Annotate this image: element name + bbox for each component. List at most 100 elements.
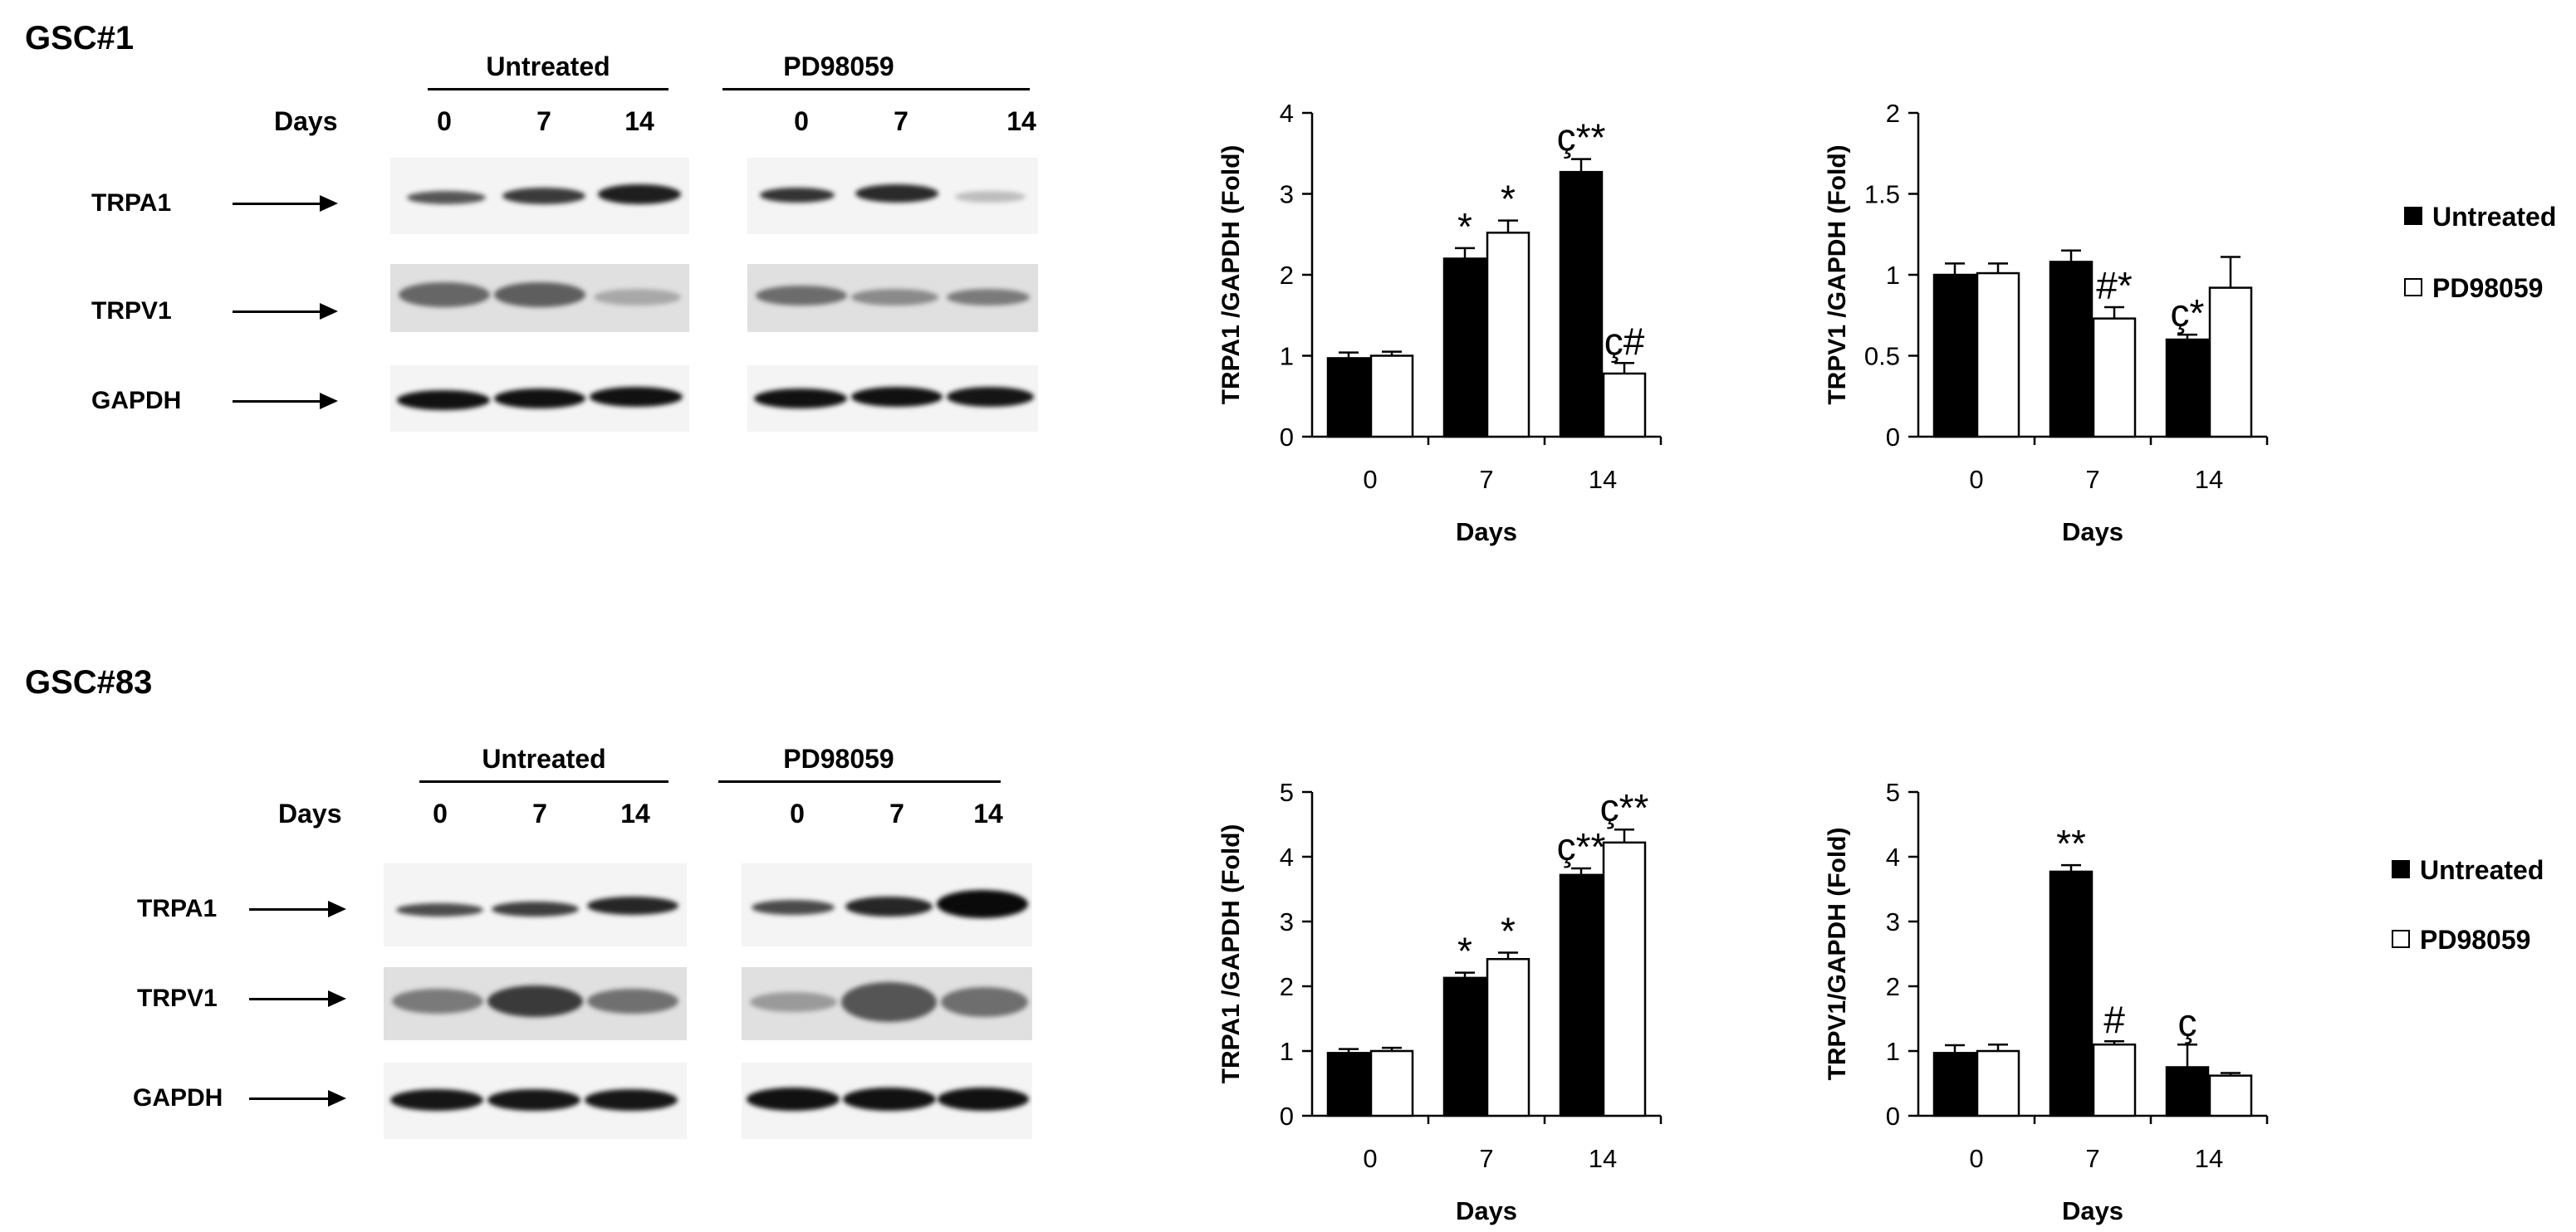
y-axis-label: TRPA1 /GAPDH (Fold) — [1217, 145, 1245, 405]
blot-image-trpv1-untreated — [384, 967, 687, 1040]
blot-image-gapdh-pd98059 — [747, 365, 1038, 432]
bar-pd98059 — [1369, 354, 1414, 438]
legend-swatch-white — [2392, 930, 2410, 948]
x-tick-label: 0 — [1363, 1144, 1377, 1173]
significance-marker: ç** — [1557, 825, 1606, 868]
x-tick-label: 14 — [1589, 1144, 1617, 1173]
day-label: 7 — [536, 106, 551, 136]
significance-marker: ç — [2178, 1001, 2197, 1044]
y-tick-label: 3 — [1886, 907, 1900, 936]
condition-label-untreated: Untreated — [482, 744, 606, 774]
day-label: 0 — [437, 106, 452, 136]
bar-untreated — [2049, 261, 2094, 438]
significance-marker: #* — [2096, 264, 2133, 307]
bar-pd98059 — [1976, 1049, 2020, 1117]
bar-pd98059 — [2092, 317, 2137, 438]
y-tick-label: 4 — [1280, 843, 1294, 872]
significance-marker: ç* — [2171, 291, 2205, 335]
x-tick-label: 0 — [1969, 465, 1983, 494]
protein-label-trpv1: TRPV1 — [137, 985, 218, 1012]
legend-swatch-white — [2404, 278, 2422, 296]
x-tick-label: 14 — [2195, 1144, 2223, 1173]
bar-pd98059 — [1369, 1049, 1414, 1117]
arrow-head-icon — [320, 393, 338, 409]
y-tick-label: 0 — [1280, 423, 1294, 452]
y-tick-label: 2 — [1886, 99, 1900, 128]
significance-marker: ç# — [1604, 320, 1645, 363]
bar-pd98059 — [1602, 372, 1647, 438]
y-tick-label: 1.5 — [1864, 180, 1900, 209]
arrow-icon — [233, 203, 320, 205]
significance-marker: # — [2103, 998, 2125, 1041]
blot-image-gapdh-untreated — [384, 1063, 687, 1139]
x-axis-label: Days — [2062, 517, 2123, 546]
arrow-icon — [233, 310, 320, 313]
protein-label-trpa1: TRPA1 — [137, 895, 218, 922]
bar-untreated — [1442, 976, 1487, 1117]
bar-untreated — [1326, 1052, 1371, 1117]
blot-image-trpv1-untreated — [390, 264, 689, 332]
y-tick-label: 1 — [1886, 261, 1900, 290]
significance-marker: ç** — [1557, 116, 1606, 159]
day-label: 14 — [1006, 106, 1036, 136]
y-tick-label: 4 — [1280, 99, 1294, 128]
bar-pd98059 — [1486, 232, 1530, 438]
bar-pd98059 — [2208, 286, 2253, 438]
day-label: 0 — [794, 106, 809, 136]
arrow-icon — [233, 400, 320, 403]
condition-label-untreated: Untreated — [486, 51, 610, 81]
day-label: 7 — [532, 799, 547, 829]
days-label: Days — [274, 106, 338, 136]
chart-trpv1-gsc83: 0 1 2 3 4 5 TRPV1/GAPDH (Fold) 0 7 14 ** # ç Days — [1824, 778, 2269, 1225]
protein-label-trpa1: TRPA1 — [91, 189, 172, 217]
bar-pd98059 — [2208, 1074, 2253, 1117]
blot-image-trpa1-pd98059 — [742, 863, 1032, 946]
condition-line — [718, 780, 1001, 783]
bar-untreated — [2049, 870, 2094, 1117]
bar-untreated — [1559, 873, 1604, 1117]
arrow-head-icon — [328, 1090, 346, 1107]
significance-marker: ç** — [1600, 786, 1649, 829]
bar-untreated — [1932, 1052, 1977, 1117]
protein-label-trpv1: TRPV1 — [91, 297, 172, 325]
y-axis-label: TRPV1 /GAPDH (Fold) — [1824, 144, 1851, 404]
x-tick-label: 14 — [1589, 465, 1617, 494]
day-label: 0 — [790, 799, 805, 829]
y-tick-label: 5 — [1886, 778, 1900, 807]
condition-line — [428, 88, 668, 90]
day-label: 0 — [433, 799, 448, 829]
chart-trpv1-gsc1: 0 0.5 1 1.5 2 TRPV1 /GAPDH (Fold) 0 7 14 #* ç* Days — [1824, 99, 2269, 546]
legend-label-pd98059: PD98059 — [2432, 273, 2544, 303]
y-tick-label: 1 — [1280, 1037, 1294, 1066]
y-tick-label: 5 — [1280, 778, 1294, 807]
days-label: Days — [278, 799, 342, 829]
bar-untreated — [2165, 1066, 2210, 1117]
y-tick-label: 0.5 — [1864, 342, 1900, 371]
blot-image-gapdh-untreated — [390, 365, 689, 432]
y-tick-label: 3 — [1280, 907, 1294, 936]
protein-label-gapdh: GAPDH — [91, 387, 182, 414]
y-tick-label: 1 — [1886, 1037, 1900, 1066]
significance-marker: * — [1501, 909, 1516, 952]
day-label: 7 — [894, 106, 908, 136]
x-axis-label: Days — [1456, 517, 1517, 546]
condition-line — [722, 88, 1030, 90]
blot-image-trpa1-untreated — [390, 158, 689, 234]
blot-image-trpv1-pd98059 — [742, 967, 1032, 1040]
protein-label-gapdh: GAPDH — [133, 1084, 223, 1112]
y-tick-label: 3 — [1280, 180, 1294, 209]
y-tick-label: 4 — [1886, 843, 1900, 872]
legend-label-untreated: Untreated — [2420, 855, 2544, 885]
legend-swatch-black — [2392, 860, 2410, 878]
arrow-head-icon — [328, 901, 346, 917]
bar-untreated — [1442, 257, 1487, 438]
significance-marker: ** — [2056, 822, 2086, 865]
panel-title: GSC#1 — [25, 20, 135, 56]
y-tick-label: 0 — [1280, 1102, 1294, 1131]
bar-untreated — [1326, 357, 1371, 438]
bar-pd98059 — [1976, 271, 2020, 438]
condition-line — [419, 780, 668, 783]
y-axis-label: TRPA1 /GAPDH (Fold) — [1217, 824, 1245, 1084]
panel-title: GSC#83 — [25, 664, 153, 701]
bar-untreated — [2165, 338, 2210, 438]
